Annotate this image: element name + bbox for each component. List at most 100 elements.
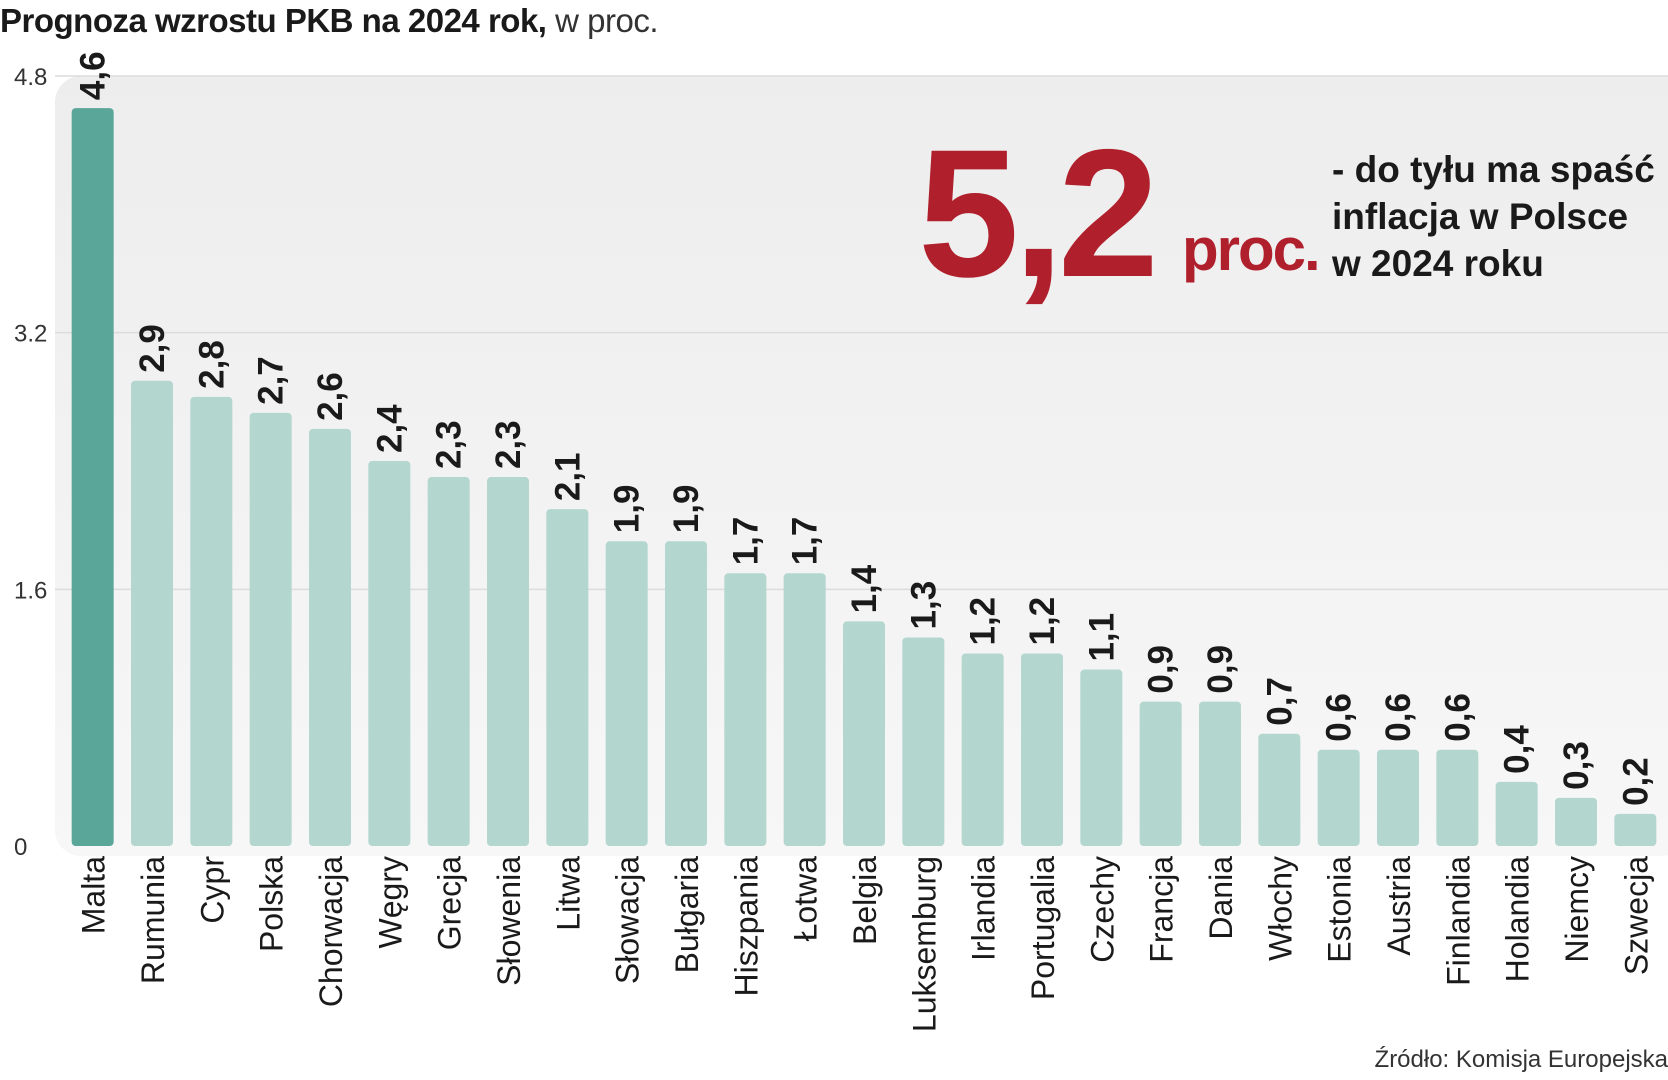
- value-label: 2,8: [192, 340, 231, 389]
- callout-value: 5,2: [918, 111, 1159, 315]
- bar: [1317, 749, 1360, 846]
- value-label: 0,6: [1320, 693, 1359, 742]
- bar: [1080, 669, 1123, 846]
- value-label: 2,9: [133, 324, 172, 373]
- value-label: 1,1: [1082, 613, 1121, 662]
- bar: [1495, 781, 1538, 846]
- category-label: Luksemburg: [906, 856, 942, 1032]
- bar: [368, 461, 411, 846]
- category-label: Holandia: [1500, 856, 1536, 983]
- value-label: 0,2: [1616, 757, 1655, 806]
- category-label: Niemcy: [1559, 856, 1595, 963]
- callout-line-3: w 2024 roku: [1332, 243, 1544, 284]
- category-label: Portugalia: [1025, 856, 1061, 1000]
- callout-line-1: - do tyłu ma spaść: [1332, 149, 1655, 190]
- category-label: Francja: [1144, 856, 1180, 963]
- value-label: 1,9: [608, 485, 647, 534]
- category-label: Finlandia: [1440, 856, 1476, 986]
- bars: [71, 108, 1657, 847]
- bar: [783, 573, 826, 846]
- category-labels: Malta Rumunia Cypr Polska Chorwacja Węgry Grec…: [76, 856, 1655, 1032]
- callout-description: - do tyłu ma spaść inflacja w Polsce w 2…: [1332, 146, 1655, 287]
- bar: [724, 573, 767, 846]
- category-label: Słowacja: [610, 856, 646, 984]
- y-tick-label: 1.6: [14, 577, 47, 604]
- bar: [1614, 813, 1657, 846]
- value-label: 1,9: [667, 485, 706, 534]
- bar: [1555, 797, 1597, 846]
- category-label: Rumunia: [135, 856, 171, 984]
- y-tick-label: 3.2: [14, 321, 47, 348]
- source-note: Źródło: Komisja Europejska: [1374, 1046, 1668, 1073]
- value-label: 0,9: [1142, 645, 1181, 694]
- bar: [1021, 653, 1063, 846]
- category-label: Hiszpania: [728, 856, 764, 997]
- category-label: Szwecja: [1618, 856, 1654, 975]
- value-label: 4,6: [74, 51, 113, 100]
- chart-title: Prognoza wzrostu PKB na 2024 rok, w proc…: [0, 2, 659, 40]
- bar: [309, 428, 351, 846]
- bar: [1139, 701, 1182, 846]
- category-label: Polska: [254, 856, 290, 952]
- category-label: Włochy: [1262, 856, 1298, 961]
- category-label: Węgry: [372, 856, 408, 948]
- value-label: 2,7: [252, 356, 291, 405]
- y-tick-label: 0: [14, 834, 27, 861]
- value-label: 0,9: [1201, 645, 1240, 694]
- category-label: Łotwa: [788, 856, 824, 942]
- bar: [1377, 749, 1419, 846]
- category-label: Grecja: [432, 856, 468, 950]
- value-label: 1,3: [904, 581, 943, 630]
- chart-title-main: Prognoza wzrostu PKB na 2024 rok,: [0, 2, 547, 39]
- bar: [1258, 733, 1301, 846]
- bar: [487, 477, 529, 846]
- y-axis-ticks: 0 1.6 3.2 4.8: [14, 64, 47, 861]
- value-label: 0,6: [1379, 693, 1418, 742]
- inflation-callout: 5,2 proc. - do tyłu ma spaść inflacja w …: [918, 122, 1658, 328]
- bar: [605, 541, 648, 846]
- bar: [961, 653, 1004, 846]
- value-label: 2,3: [430, 420, 469, 469]
- category-label: Słowenia: [491, 856, 527, 986]
- category-label: Malta: [76, 856, 112, 934]
- value-label: 1,7: [786, 517, 825, 566]
- value-label: 2,1: [548, 452, 587, 501]
- y-tick-label: 4.8: [14, 64, 47, 91]
- bar: [249, 412, 292, 846]
- category-label: Irlandia: [966, 856, 1002, 961]
- callout-line-2: inflacja w Polsce: [1332, 196, 1629, 237]
- bar: [546, 509, 589, 846]
- bar: [1436, 749, 1479, 846]
- category-label: Czechy: [1084, 856, 1120, 963]
- chart-title-unit: w proc.: [555, 2, 659, 39]
- category-label: Estonia: [1322, 856, 1358, 963]
- value-label: 2,6: [311, 372, 350, 421]
- bar-chart: 0 1.6 3.2 4.8 4,6 2,9 2,8 2,7 2,6 2,4 2,3 2,3 2,1 1,…: [14, 51, 1668, 1032]
- value-label: 0,7: [1260, 677, 1299, 726]
- category-label: Cypr: [194, 856, 230, 924]
- bar: [843, 621, 885, 846]
- bar: [71, 108, 114, 847]
- category-label: Dania: [1203, 856, 1239, 940]
- value-label: 1,2: [964, 597, 1003, 646]
- bar: [1199, 701, 1241, 846]
- bar: [190, 396, 233, 846]
- callout-unit: proc.: [1182, 216, 1321, 283]
- value-label: 0,3: [1557, 741, 1596, 790]
- value-labels: 4,6 2,9 2,8 2,7 2,6 2,4 2,3 2,3 2,1 1,9 1,9 1,7 1,7 1…: [74, 51, 1656, 805]
- bar: [131, 380, 173, 846]
- value-label: 2,3: [489, 420, 528, 469]
- bar: [427, 477, 470, 846]
- value-label: 0,6: [1438, 693, 1477, 742]
- value-label: 1,2: [1023, 597, 1062, 646]
- value-label: 0,4: [1498, 725, 1537, 774]
- value-label: 2,4: [370, 404, 409, 453]
- category-label: Litwa: [550, 856, 586, 931]
- bar: [902, 637, 945, 846]
- category-label: Chorwacja: [313, 856, 349, 1007]
- value-label: 1,7: [726, 517, 765, 566]
- category-label: Austria: [1381, 856, 1417, 956]
- category-label: Bułgaria: [669, 856, 705, 974]
- category-label: Belgia: [847, 856, 883, 945]
- value-label: 1,4: [845, 564, 884, 613]
